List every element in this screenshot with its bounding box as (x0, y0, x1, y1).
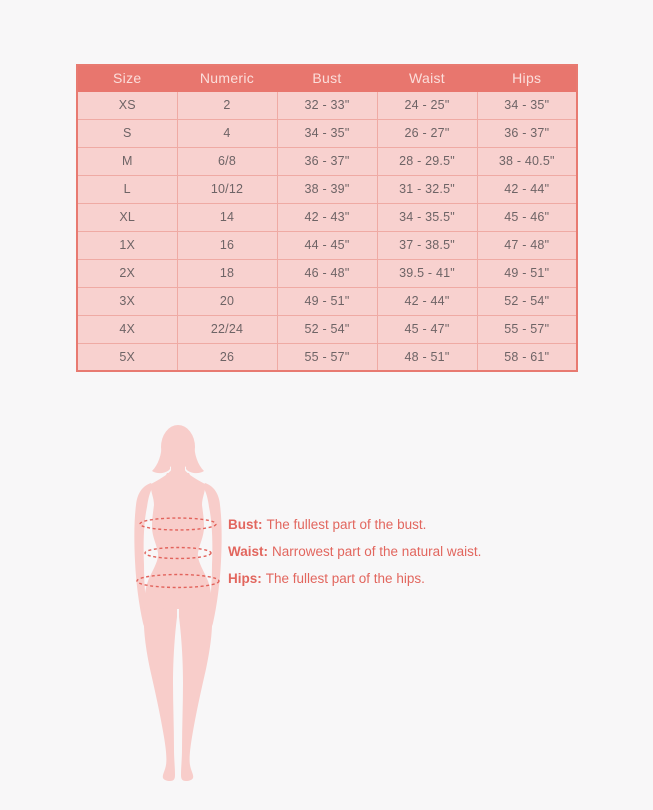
size-cell: XL (76, 202, 178, 232)
numeric-cell: 6/8 (176, 146, 278, 176)
size-cell: 4X (76, 314, 178, 344)
waist-cell: 48 - 51" (376, 342, 478, 372)
hips-cell: 34 - 35" (476, 90, 578, 120)
table-row-xs: XS 2 32 - 33" 24 - 25" 34 - 35" (76, 90, 578, 120)
table-row-2x: 2X 18 46 - 48" 39.5 - 41" 49 - 51" (76, 258, 578, 288)
hips-cell: 55 - 57" (476, 314, 578, 344)
numeric-cell: 10/12 (176, 174, 278, 204)
size-cell: 1X (76, 230, 178, 260)
bust-note: Bust: The fullest part of the bust. (228, 511, 481, 538)
hips-cell: 45 - 46" (476, 202, 578, 232)
table-row-1x: 1X 16 44 - 45" 37 - 38.5" 47 - 48" (76, 230, 578, 260)
hips-cell: 36 - 37" (476, 118, 578, 148)
hips-note-label: Hips: (228, 571, 262, 586)
table-row-3x: 3X 20 49 - 51" 42 - 44" 52 - 54" (76, 286, 578, 316)
figure-hair-left (152, 441, 170, 474)
waist-note-text: Narrowest part of the natural waist. (272, 544, 482, 559)
waist-measure-line-icon (144, 546, 212, 560)
bust-note-label: Bust: (228, 517, 263, 532)
waist-cell: 42 - 44" (376, 286, 478, 316)
size-cell: L (76, 174, 178, 204)
waist-cell: 24 - 25" (376, 90, 478, 120)
hips-measure-line-icon (136, 573, 220, 589)
table-row-xl: XL 14 42 - 43" 34 - 35.5" 45 - 46" (76, 202, 578, 232)
bust-cell: 49 - 51" (276, 286, 378, 316)
hips-cell: 42 - 44" (476, 174, 578, 204)
figure-leg-right (179, 607, 213, 781)
body-silhouette-icon (134, 425, 222, 781)
figure-torso (144, 469, 212, 609)
bust-cell: 36 - 37" (276, 146, 378, 176)
bust-cell: 42 - 43" (276, 202, 378, 232)
measurement-figure (112, 421, 244, 789)
bust-note-text: The fullest part of the bust. (266, 517, 427, 532)
waist-cell: 37 - 38.5" (376, 230, 478, 260)
bust-measure-line-icon (139, 517, 217, 531)
hips-cell: 47 - 48" (476, 230, 578, 260)
table-row-4x: 4X 22/24 52 - 54" 45 - 47" 55 - 57" (76, 314, 578, 344)
bust-cell: 32 - 33" (276, 90, 378, 120)
hips-note-text: The fullest part of the hips. (265, 571, 425, 586)
bust-cell: 38 - 39" (276, 174, 378, 204)
hips-note: Hips: The fullest part of the hips. (228, 565, 481, 592)
column-header-numeric: Numeric (176, 64, 278, 92)
size-chart-header-row: Size Numeric Bust Waist Hips (76, 64, 578, 92)
bust-cell: 52 - 54" (276, 314, 378, 344)
bust-cell: 46 - 48" (276, 258, 378, 288)
hips-cell: 52 - 54" (476, 286, 578, 316)
figure-arm-right (203, 483, 222, 628)
waist-cell: 39.5 - 41" (376, 258, 478, 288)
waist-cell: 26 - 27" (376, 118, 478, 148)
numeric-cell: 22/24 (176, 314, 278, 344)
table-row-m: M 6/8 36 - 37" 28 - 29.5" 38 - 40.5" (76, 146, 578, 176)
waist-cell: 31 - 32.5" (376, 174, 478, 204)
numeric-cell: 26 (176, 342, 278, 372)
waist-cell: 45 - 47" (376, 314, 478, 344)
table-row-5x: 5X 26 55 - 57" 48 - 51" 58 - 61" (76, 342, 578, 372)
size-cell: M (76, 146, 178, 176)
table-row-s: S 4 34 - 35" 26 - 27" 36 - 37" (76, 118, 578, 148)
column-header-size: Size (76, 64, 178, 92)
column-header-bust: Bust (276, 64, 378, 92)
waist-note: Waist: Narrowest part of the natural wais… (228, 538, 481, 565)
waist-note-label: Waist: (228, 544, 268, 559)
numeric-cell: 2 (176, 90, 278, 120)
hips-cell: 58 - 61" (476, 342, 578, 372)
figure-arm-left (134, 483, 153, 628)
numeric-cell: 14 (176, 202, 278, 232)
size-cell: 2X (76, 258, 178, 288)
size-cell: S (76, 118, 178, 148)
figure-hair-right (186, 441, 204, 474)
size-cell: XS (76, 90, 178, 120)
hips-cell: 49 - 51" (476, 258, 578, 288)
table-row-l: L 10/12 38 - 39" 31 - 32.5" 42 - 44" (76, 174, 578, 204)
hips-cell: 38 - 40.5" (476, 146, 578, 176)
figure-leg-left (143, 607, 177, 781)
bust-cell: 55 - 57" (276, 342, 378, 372)
bust-cell: 44 - 45" (276, 230, 378, 260)
size-cell: 5X (76, 342, 178, 372)
waist-cell: 34 - 35.5" (376, 202, 478, 232)
size-cell: 3X (76, 286, 178, 316)
numeric-cell: 4 (176, 118, 278, 148)
numeric-cell: 20 (176, 286, 278, 316)
waist-cell: 28 - 29.5" (376, 146, 478, 176)
bust-cell: 34 - 35" (276, 118, 378, 148)
numeric-cell: 16 (176, 230, 278, 260)
numeric-cell: 18 (176, 258, 278, 288)
column-header-hips: Hips (476, 64, 578, 92)
column-header-waist: Waist (376, 64, 478, 92)
measurement-notes: Bust: The fullest part of the bust. Waist… (228, 511, 481, 592)
size-chart-table: Size Numeric Bust Waist Hips XS 2 32 - 3… (76, 64, 578, 372)
